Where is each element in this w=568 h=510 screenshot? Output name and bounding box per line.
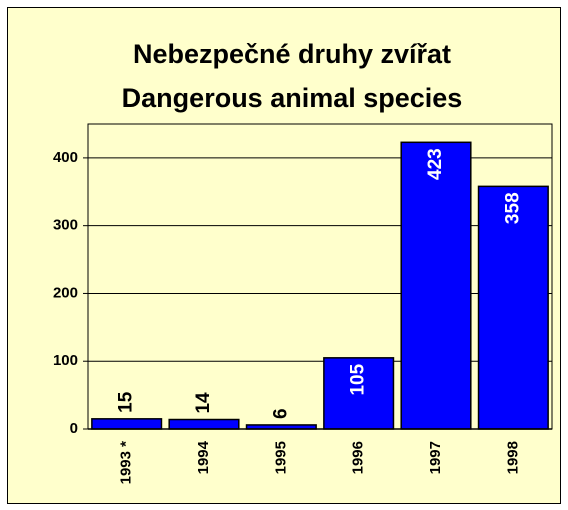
x-tick-label: 1993 *	[118, 441, 135, 485]
y-tick-label: 0	[70, 420, 78, 437]
y-tick-label: 400	[53, 149, 78, 166]
value-label: 423	[425, 148, 446, 180]
value-label: 6	[270, 408, 291, 419]
value-label: 358	[502, 192, 523, 224]
x-tick-label: 1997	[427, 441, 444, 474]
y-tick-label: 300	[53, 217, 78, 234]
bar	[477, 185, 549, 430]
x-tick-label: 1998	[504, 441, 521, 474]
y-tick-label: 200	[53, 284, 78, 301]
value-label: 105	[348, 363, 369, 395]
bar	[168, 418, 240, 430]
bar	[400, 141, 472, 430]
bar	[91, 418, 163, 430]
value-label: 15	[116, 391, 137, 413]
value-label: 14	[193, 392, 214, 414]
chart-subtitle: Dangerous animal species	[122, 83, 463, 113]
x-tick-label: 1995	[272, 441, 289, 474]
x-tick-label: 1994	[195, 440, 212, 474]
x-tick-label: 1996	[350, 441, 367, 474]
y-tick-label: 100	[53, 352, 78, 369]
chart-title: Nebezpečné druhy zvířat	[133, 39, 451, 69]
